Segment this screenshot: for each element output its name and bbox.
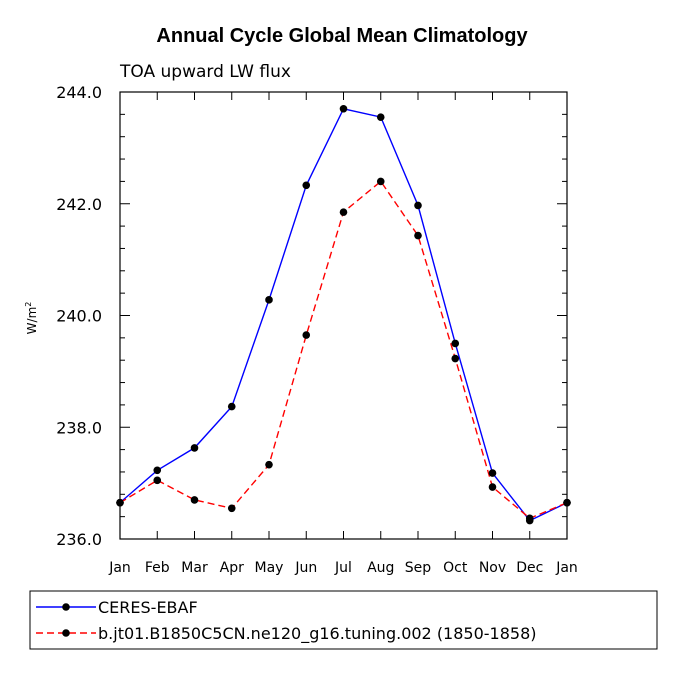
series-2-point: [339, 208, 348, 216]
series-2-point: [525, 514, 534, 523]
series-2-point: [376, 177, 385, 186]
y-tick-labels: 236.0 238.0 240.0 242.0 244.0: [56, 83, 102, 549]
x-tick-label: Oct: [443, 560, 468, 576]
legend-swatch-marker-1: [62, 603, 70, 611]
series-2-point: [563, 498, 571, 507]
series-1-point: [302, 181, 311, 190]
legend-label-1: CERES-EBAF: [98, 598, 198, 617]
x-tick-label: Jan: [108, 560, 131, 576]
y-tick-label: 238.0: [56, 418, 102, 437]
legend-label-2: b.jt01.B1850C5CN.ne120_g16.tuning.002 (1…: [98, 624, 537, 644]
chart-title: Annual Cycle Global Mean Climatology: [156, 25, 528, 47]
series-2-point: [190, 496, 199, 504]
x-tick-label: Feb: [145, 560, 170, 576]
x-tick-label: May: [255, 560, 284, 576]
series-2-point: [153, 476, 162, 485]
series-1-point: [414, 201, 422, 210]
series-2-point: [227, 504, 236, 513]
x-tick-label: Mar: [181, 560, 208, 576]
y-tick-label: 242.0: [56, 195, 102, 214]
x-tick-label: Sep: [405, 560, 432, 576]
x-tick-label: Apr: [220, 560, 244, 576]
series-1-point: [227, 402, 236, 411]
x-tick-labels: Jan Feb Mar Apr May Jun Jul Aug Sep Oct Nov Dec Jan: [108, 560, 578, 576]
legend-swatch-marker-2: [62, 629, 70, 637]
y-tick-label: 236.0: [56, 530, 102, 549]
series-2-point: [265, 460, 273, 469]
series-1-point: [451, 339, 460, 348]
series-1-point: [339, 104, 348, 113]
series-1-point: [376, 113, 385, 121]
plot-frame: [119, 91, 568, 540]
y-tick-label: 240.0: [56, 307, 102, 326]
series-line-2: [119, 180, 568, 520]
x-tick-label: Dec: [516, 560, 543, 576]
series-2-point: [451, 354, 460, 363]
y-tick-label: 244.0: [56, 83, 102, 102]
series-2-point: [302, 331, 311, 339]
y-axis-label-text: W/m: [25, 307, 39, 335]
axis-ticks: [119, 91, 568, 540]
series-1-point: [488, 469, 497, 477]
series-points: [116, 104, 571, 525]
y-axis-label-superscript: 2: [24, 302, 33, 307]
series-2-point: [488, 483, 497, 491]
series-2-point: [414, 231, 422, 240]
legend: CERES-EBAF b.jt01.B1850C5CN.ne120_g16.tun…: [29, 590, 658, 650]
chart-subtitle: TOA upward LW flux: [119, 62, 291, 82]
x-tick-label: Jun: [294, 560, 317, 576]
x-tick-label: Jan: [555, 560, 578, 576]
x-tick-label: Aug: [367, 560, 394, 576]
series-line-1: [119, 107, 568, 522]
x-tick-label: Jul: [334, 560, 352, 576]
x-tick-label: Nov: [479, 560, 506, 576]
svg-text:W/m2: W/m2: [24, 302, 39, 335]
series-1-point: [153, 466, 162, 475]
series-lines: [119, 107, 568, 522]
series-1-point: [265, 296, 273, 304]
series-1-point: [190, 444, 199, 452]
legend-box: [29, 590, 658, 650]
y-axis-label: W/m2: [24, 302, 39, 335]
series-2-point: [116, 498, 124, 507]
